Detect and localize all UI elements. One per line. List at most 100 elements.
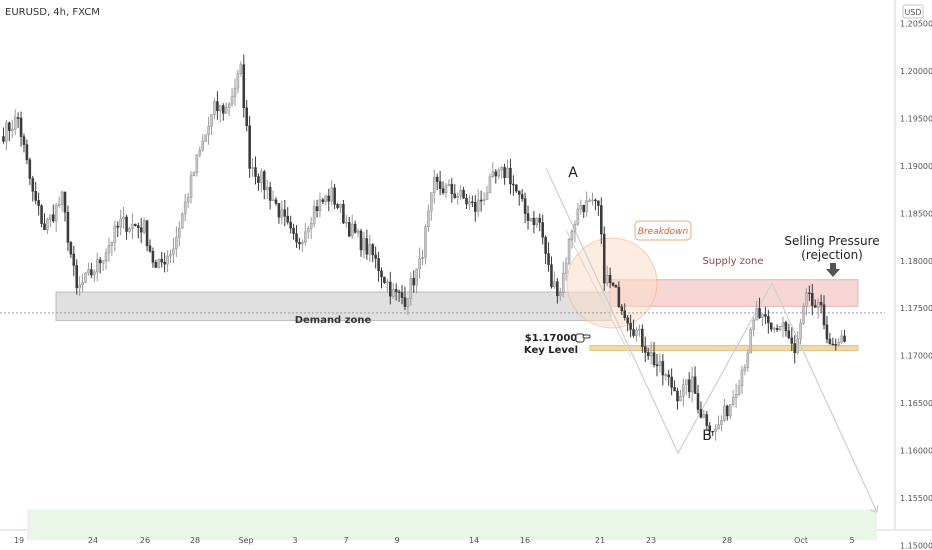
breakdown-label: Breakdown xyxy=(638,227,689,237)
candle-body xyxy=(289,221,292,229)
candle-body xyxy=(345,221,348,224)
candle-body xyxy=(400,292,404,298)
candle-body xyxy=(728,404,732,417)
candle-body xyxy=(377,258,380,272)
candle-body xyxy=(772,328,776,330)
candle-body xyxy=(682,384,685,397)
price-tick-label: 1.15000 xyxy=(900,541,932,550)
candle-body xyxy=(16,117,20,119)
candle-body xyxy=(409,278,413,299)
candle-body xyxy=(690,376,694,393)
candle-body xyxy=(664,374,668,377)
candle-body xyxy=(432,176,436,193)
candle-body xyxy=(57,204,61,206)
candle-body xyxy=(564,263,568,274)
candle-body xyxy=(623,310,627,318)
candle-body xyxy=(239,64,243,74)
candle-body xyxy=(468,201,471,205)
candle-body xyxy=(561,272,565,293)
price-tick-label: 1.19500 xyxy=(900,115,932,124)
candle-body xyxy=(260,171,263,183)
candle-body xyxy=(336,204,339,208)
candle-body xyxy=(221,105,225,114)
candle-body xyxy=(25,144,29,160)
currency-badge[interactable] xyxy=(902,4,924,19)
candle-body xyxy=(843,335,846,342)
candle-body xyxy=(761,314,764,319)
candle-body xyxy=(34,190,37,201)
candle-body xyxy=(775,328,779,330)
candle-body xyxy=(330,187,333,202)
candle-body xyxy=(418,258,421,270)
candle-body xyxy=(676,390,679,402)
demand-zone-box xyxy=(55,291,612,322)
candle-body xyxy=(711,430,714,433)
candle-body xyxy=(459,189,462,197)
candle-body xyxy=(172,248,175,255)
candle-body xyxy=(752,319,755,330)
candle-body xyxy=(406,298,410,307)
candle-body xyxy=(532,217,536,226)
candle-body xyxy=(541,222,544,238)
candle-body xyxy=(708,425,712,432)
candle-body xyxy=(391,289,395,297)
candle-body xyxy=(608,275,612,284)
candle-body xyxy=(136,225,140,228)
candle-body xyxy=(582,204,585,213)
candle-body xyxy=(573,223,577,232)
candle-body xyxy=(558,292,562,296)
candle-body xyxy=(834,344,838,346)
candle-body xyxy=(520,194,524,199)
time-tick-label: 19 xyxy=(14,536,24,545)
candle-body xyxy=(383,276,386,283)
candle-body xyxy=(667,374,670,378)
candle-body xyxy=(731,397,735,405)
candle-body xyxy=(107,245,111,254)
time-tick-label: 9 xyxy=(394,536,399,545)
candle-body xyxy=(740,370,744,387)
candle-body xyxy=(819,302,823,306)
price-tick-label: 1.18000 xyxy=(900,257,932,266)
candle-body xyxy=(778,326,782,330)
price-tick-label: 1.20500 xyxy=(900,20,932,29)
candle-body xyxy=(128,228,131,232)
candle-body xyxy=(570,230,574,240)
candle-body xyxy=(2,136,5,142)
candle-body xyxy=(720,420,723,426)
candle-body xyxy=(306,228,310,233)
candle-body xyxy=(110,242,114,246)
candle-body xyxy=(717,424,720,430)
candle-body xyxy=(444,185,448,194)
point-b-label: B xyxy=(702,428,712,444)
candle-body xyxy=(157,258,161,268)
candle-body xyxy=(254,167,257,177)
candle-body xyxy=(63,191,67,213)
candle-body xyxy=(503,167,506,178)
candle-body xyxy=(746,352,750,368)
candle-body xyxy=(403,297,407,307)
candle-body xyxy=(356,230,360,233)
candle-body xyxy=(840,335,843,343)
candle-body xyxy=(494,171,498,177)
supply-zone-label: Supply zone xyxy=(702,256,763,267)
candle-body xyxy=(825,324,829,340)
candle-body xyxy=(389,281,392,297)
candle-body xyxy=(482,199,486,201)
candle-body xyxy=(198,149,202,156)
candle-body xyxy=(350,223,354,237)
candle-body xyxy=(611,282,615,286)
candle-body xyxy=(353,223,357,233)
candle-body xyxy=(497,169,501,177)
candle-body xyxy=(828,338,832,345)
candle-body xyxy=(22,136,26,145)
candle-body xyxy=(696,393,700,410)
time-tick-label: 16 xyxy=(520,536,530,545)
candle-body xyxy=(787,330,791,339)
candle-body xyxy=(292,227,295,234)
candle-body xyxy=(248,125,251,169)
candle-body xyxy=(438,181,442,189)
candle-body xyxy=(90,269,93,276)
candle-body xyxy=(160,258,163,263)
candle-body xyxy=(166,255,169,265)
